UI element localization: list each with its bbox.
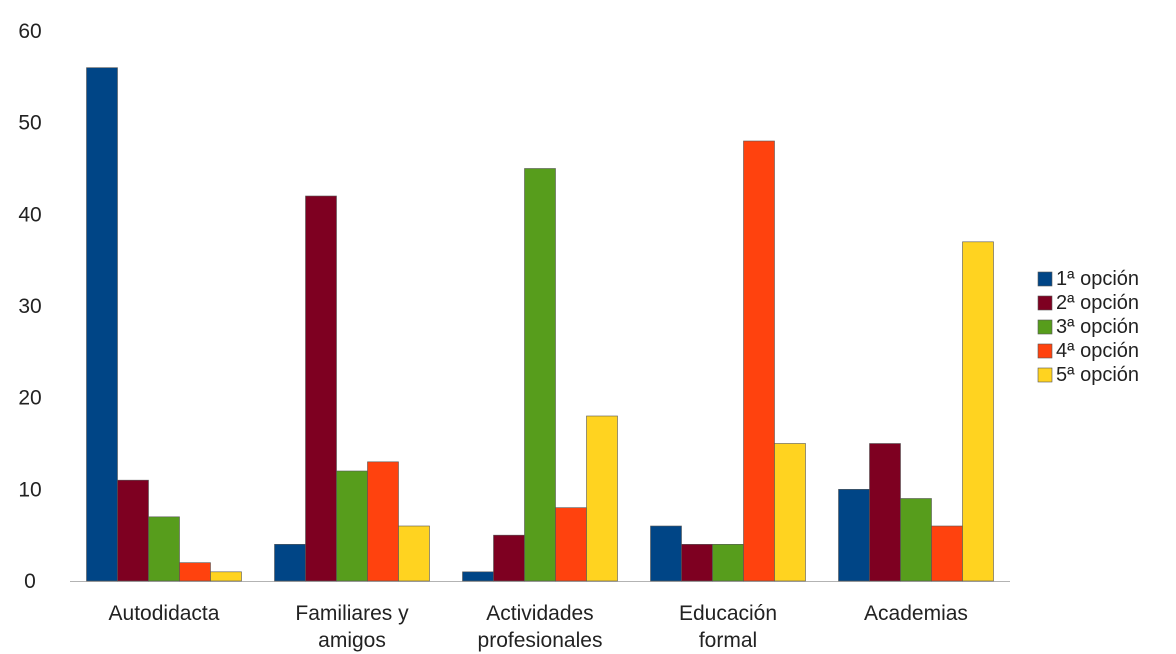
- legend-swatch: [1037, 319, 1053, 335]
- y-tick-label: 60: [18, 20, 41, 43]
- y-tick-label: 50: [18, 112, 41, 135]
- bar-5-cat-3: [586, 415, 618, 582]
- bar-1-cat-2: [274, 544, 306, 582]
- y-tick-label: 10: [18, 478, 41, 501]
- bar-1-cat-4: [650, 525, 682, 582]
- bars: [86, 67, 994, 582]
- legend-swatch: [1037, 343, 1053, 359]
- bar-2-cat-5: [869, 443, 901, 582]
- bar-3-cat-4: [712, 544, 744, 582]
- bar-5-cat-1: [210, 571, 242, 582]
- bar-3-cat-3: [524, 168, 556, 582]
- x-category-label-line: Autodidacta: [109, 602, 220, 625]
- y-tick-label: 0: [24, 570, 36, 593]
- bar-1-cat-1: [86, 67, 118, 582]
- bar-5-cat-5: [962, 241, 994, 582]
- bar-2-cat-3: [493, 534, 525, 582]
- legend-label: 5ª opción: [1056, 364, 1139, 386]
- bar-4-cat-4: [743, 140, 775, 582]
- bar-3-cat-5: [900, 498, 932, 582]
- x-category-label: Educación formal: [679, 602, 777, 652]
- bar-4-cat-3: [555, 507, 587, 582]
- x-category-label: Familiares y amigos: [295, 602, 409, 652]
- bar-4-cat-2: [367, 461, 399, 582]
- bar-5-cat-2: [398, 525, 430, 582]
- y-tick-label: 20: [18, 387, 41, 410]
- legend-swatch: [1037, 367, 1053, 383]
- bar-2-cat-1: [117, 479, 149, 582]
- x-category-label-line: profesionales: [478, 629, 603, 652]
- bar-4-cat-5: [931, 525, 963, 582]
- x-category-label-line: Familiares y: [295, 602, 409, 625]
- x-category-label: Academias: [864, 602, 968, 625]
- bar-2-cat-2: [305, 195, 337, 582]
- legend-swatch: [1037, 295, 1053, 311]
- x-axis: Autodidacta Familiares y amigos Actividades…: [109, 602, 968, 652]
- legend-label: 4ª opción: [1056, 340, 1139, 362]
- bar-3-cat-2: [336, 470, 368, 582]
- y-tick-label: 30: [18, 295, 41, 318]
- legend-label: 2ª opción: [1056, 292, 1139, 314]
- legend-label: 1ª opción: [1056, 268, 1139, 290]
- x-category-label-line: Academias: [864, 602, 968, 625]
- legend-label: 3ª opción: [1056, 316, 1139, 338]
- x-category-label-line: Educación: [679, 602, 777, 625]
- bar-5-cat-4: [774, 443, 806, 582]
- y-axis: 0 10 20 30 40 50 60: [18, 20, 1010, 593]
- x-category-label: Actividades profesionales: [478, 602, 603, 652]
- bar-3-cat-1: [148, 516, 180, 582]
- bar-2-cat-4: [681, 544, 713, 582]
- bar-1-cat-5: [838, 489, 870, 582]
- x-category-label-line: Actividades: [486, 602, 593, 625]
- x-category-label-line: amigos: [318, 629, 386, 652]
- x-category-label-line: formal: [699, 629, 757, 652]
- x-category-label: Autodidacta: [109, 602, 220, 625]
- y-tick-label: 40: [18, 203, 41, 226]
- legend-swatch: [1037, 271, 1053, 287]
- bar-1-cat-3: [462, 571, 494, 582]
- bar-4-cat-1: [179, 562, 211, 582]
